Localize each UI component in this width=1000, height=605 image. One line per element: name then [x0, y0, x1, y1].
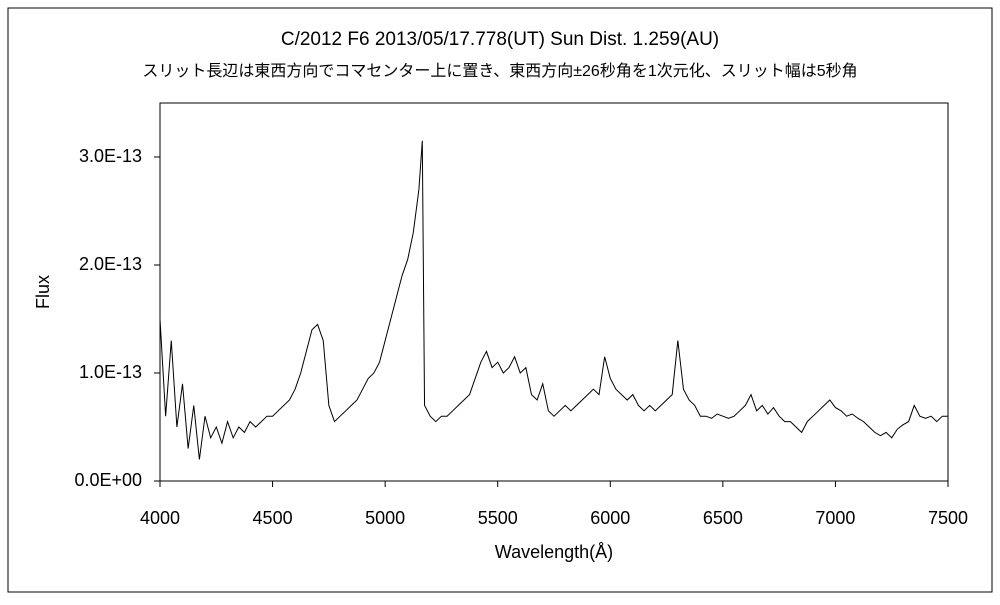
y-tick-label: 2.0E-13 — [79, 254, 142, 274]
plot-area — [159, 102, 949, 482]
x-tick-label: 7000 — [815, 508, 855, 528]
frame — [7, 7, 993, 593]
x-axis-label: Wavelength(Å) — [495, 542, 613, 562]
x-tick-label: 4500 — [253, 508, 293, 528]
x-tick-label: 7500 — [928, 508, 968, 528]
chart-title: C/2012 F6 2013/05/17.778(UT) Sun Dist. 1… — [281, 29, 719, 50]
x-tick-label: 4000 — [140, 508, 180, 528]
x-tick-label: 5000 — [365, 508, 405, 528]
y-axis-label: Flux — [33, 275, 53, 309]
x-tick-label: 6500 — [703, 508, 743, 528]
spectrum-line — [159, 140, 948, 460]
x-tick-label: 5500 — [478, 508, 518, 528]
y-tick-label: 1.0E-13 — [79, 362, 142, 382]
x-tick-label: 6000 — [590, 508, 630, 528]
y-tick-label: 0.0E+00 — [74, 470, 142, 490]
y-tick-label: 3.0E-13 — [79, 146, 142, 166]
chart-subtitle: スリット長辺は東西方向でコマセンター上に置き、東西方向±26秒角を1次元化、スリ… — [142, 62, 857, 80]
